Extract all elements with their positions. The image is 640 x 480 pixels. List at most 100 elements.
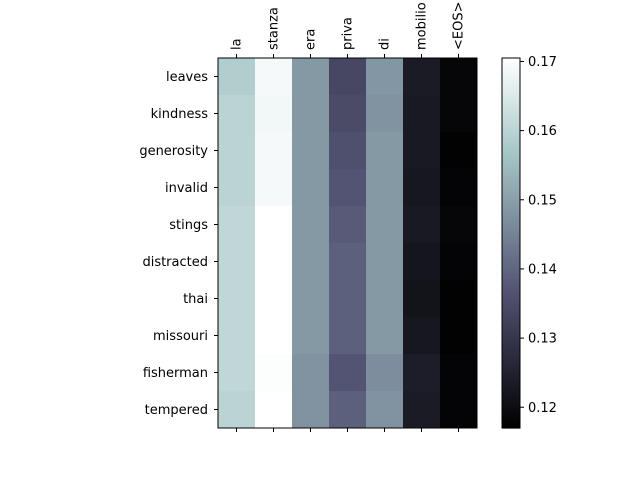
y-tick-label: distracted	[142, 255, 208, 270]
colorbar-segment	[502, 132, 520, 135]
colorbar-segment	[502, 72, 520, 75]
y-tick-label: kindness	[151, 107, 209, 122]
colorbar-segment	[502, 160, 520, 163]
colorbar-segment	[502, 286, 520, 289]
colorbar-segment	[502, 210, 520, 213]
x-tick-label: mobilio	[415, 2, 430, 50]
colorbar-segment	[502, 304, 520, 307]
colorbar-segment	[502, 296, 520, 299]
colorbar-segment	[502, 102, 520, 105]
colorbar-segment	[502, 78, 520, 81]
colorbar-segment	[502, 332, 520, 335]
colorbar-segment	[502, 200, 520, 203]
colorbar-segment	[502, 338, 520, 341]
colorbar-segment	[502, 378, 520, 381]
heatmap-cell	[440, 169, 478, 207]
heatmap-cell	[403, 317, 441, 355]
colorbar-segment	[502, 100, 520, 103]
heatmap-cell	[329, 354, 367, 392]
colorbar-segment	[502, 106, 520, 109]
colorbar-segment	[502, 74, 520, 77]
colorbar-tick-label: 0.12	[528, 401, 557, 416]
heatmap-cell	[440, 58, 478, 96]
heatmap-cell	[255, 58, 293, 96]
colorbar-segment	[502, 118, 520, 121]
colorbar-segment	[502, 396, 520, 399]
heatmap-cell	[440, 95, 478, 133]
heatmap-cell	[218, 58, 256, 96]
colorbar-segment	[502, 256, 520, 259]
colorbar-segment	[502, 322, 520, 325]
heatmap-frame	[217, 57, 478, 429]
colorbar-segment	[502, 274, 520, 277]
colorbar-tick-label: 0.15	[528, 193, 557, 208]
colorbar-segment	[502, 238, 520, 241]
colorbar-segment	[502, 228, 520, 231]
heatmap-cell	[292, 317, 330, 355]
colorbar-segment	[502, 372, 520, 375]
heatmap-cell	[366, 95, 404, 133]
colorbar-segment	[502, 284, 520, 287]
heatmap-cell	[403, 280, 441, 318]
colorbar-segment	[502, 260, 520, 263]
colorbar-segment	[502, 336, 520, 339]
y-tick-label: missouri	[153, 329, 208, 344]
colorbar-segment	[502, 176, 520, 179]
x-axis-ticks: la stanza era priva di mobilio <EOS>	[230, 2, 467, 432]
colorbar-segment	[502, 88, 520, 91]
heatmap-cell	[329, 95, 367, 133]
x-tick-label: priva	[341, 17, 356, 50]
heatmap-cell	[218, 317, 256, 355]
heatmap-cell	[440, 132, 478, 170]
colorbar-segment	[502, 422, 520, 425]
colorbar-segment	[502, 62, 520, 65]
colorbar-segment	[502, 330, 520, 333]
colorbar-segment	[502, 172, 520, 175]
colorbar-segment	[502, 186, 520, 189]
colorbar-segment	[502, 188, 520, 191]
colorbar-segment	[502, 222, 520, 225]
colorbar-segment	[502, 326, 520, 329]
colorbar-segment	[502, 168, 520, 171]
colorbar-segment	[502, 236, 520, 239]
colorbar-segment	[502, 146, 520, 149]
heatmap-cell	[255, 132, 293, 170]
colorbar-segment	[502, 364, 520, 367]
colorbar-segment	[502, 174, 520, 177]
colorbar-segment	[502, 254, 520, 257]
colorbar-segment	[502, 190, 520, 193]
colorbar-segment	[502, 276, 520, 279]
colorbar-segment	[502, 134, 520, 137]
colorbar-segment	[502, 80, 520, 83]
heatmap-cell	[292, 169, 330, 207]
heatmap-cell	[292, 354, 330, 392]
y-tick-label: generosity	[139, 144, 208, 159]
heatmap-cell	[329, 132, 367, 170]
colorbar-tick-label: 0.13	[528, 332, 557, 347]
heatmap-cell	[292, 58, 330, 96]
colorbar-segment	[502, 400, 520, 403]
heatmap-cell	[255, 206, 293, 244]
y-tick-label: invalid	[165, 181, 208, 196]
colorbar-segment	[502, 196, 520, 199]
colorbar-segment	[502, 410, 520, 413]
colorbar-segment	[502, 288, 520, 291]
colorbar-segment	[502, 398, 520, 401]
colorbar-segment	[502, 376, 520, 379]
heatmap-cell	[292, 243, 330, 281]
colorbar-segment	[502, 208, 520, 211]
colorbar-segment	[502, 110, 520, 113]
colorbar-segment	[502, 366, 520, 369]
colorbar-segment	[502, 84, 520, 87]
colorbar-segment	[502, 316, 520, 319]
colorbar-tick-label: 0.16	[528, 124, 557, 139]
colorbar-segment	[502, 206, 520, 209]
heatmap-cell	[255, 280, 293, 318]
colorbar-segment	[502, 120, 520, 123]
heatmap-cell	[366, 169, 404, 207]
heatmap-cell	[218, 132, 256, 170]
colorbar-tick-label: 0.14	[528, 262, 557, 277]
colorbar-segment	[502, 92, 520, 95]
colorbar-segment	[502, 60, 520, 63]
heatmap-cell	[255, 317, 293, 355]
